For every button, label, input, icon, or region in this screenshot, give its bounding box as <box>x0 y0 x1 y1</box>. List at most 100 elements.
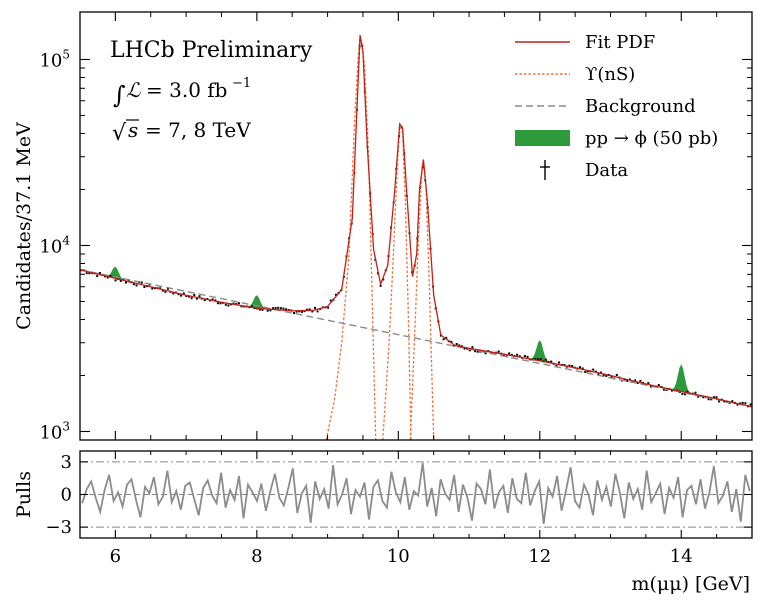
data-point <box>266 309 269 312</box>
data-point <box>98 272 101 274</box>
data-point <box>647 382 650 385</box>
data-point <box>476 350 479 353</box>
x-tick-label: 6 <box>110 546 121 567</box>
data-point <box>180 294 183 297</box>
data-point <box>140 281 143 284</box>
x-tick-label: 10 <box>387 546 410 567</box>
data-point <box>712 396 715 399</box>
data-point <box>272 307 274 310</box>
data-point <box>497 350 500 353</box>
data-point <box>639 379 642 382</box>
data-point <box>211 298 214 301</box>
energy-variable: s <box>128 118 138 142</box>
data-point <box>125 281 127 284</box>
data-point <box>600 371 602 374</box>
data-point <box>516 353 519 356</box>
data-point <box>626 379 629 382</box>
legend-label-signal: pp → ϕ (50 pb) <box>585 128 718 149</box>
data-point <box>539 358 542 361</box>
data-point <box>214 299 217 302</box>
data-point <box>568 364 571 367</box>
data-point <box>295 310 298 313</box>
data-point <box>571 365 574 367</box>
data-point <box>686 390 689 393</box>
data-point <box>143 286 146 288</box>
data-point <box>450 340 453 343</box>
data-point <box>293 312 295 314</box>
data-point <box>749 403 752 406</box>
data-point <box>274 307 277 310</box>
data-point <box>537 358 539 361</box>
data-point <box>526 355 529 358</box>
data-point <box>269 309 272 312</box>
luminosity-exponent: −1 <box>232 76 251 91</box>
data-point <box>610 375 613 378</box>
data-point <box>203 299 206 302</box>
data-point <box>279 307 282 310</box>
data-point <box>534 358 537 361</box>
data-point <box>314 306 316 309</box>
data-point <box>474 350 477 353</box>
luminosity-value: = 3.0 fb <box>146 78 227 102</box>
pulls-axis-ticks: 6 8 10 12 14 −3 0 3 <box>45 451 753 567</box>
data-point <box>736 403 739 406</box>
data-point <box>471 346 474 349</box>
pull-y-tick-label: −3 <box>45 517 72 538</box>
data-point <box>85 272 88 275</box>
data-point <box>442 338 445 341</box>
data-point <box>550 360 553 363</box>
energy-value: = 7, 8 TeV <box>145 118 251 142</box>
data-point <box>167 287 169 290</box>
energy-annotation: √ s = 7, 8 TeV <box>112 118 251 146</box>
data-point <box>615 374 618 376</box>
data-point <box>382 278 385 281</box>
data-point <box>508 352 511 355</box>
data-point <box>518 355 521 358</box>
pull-y-tick-label: 0 <box>61 485 72 506</box>
upsilon-curve <box>409 159 435 441</box>
data-point <box>193 294 196 296</box>
data-point <box>96 274 99 277</box>
data-point <box>335 293 337 296</box>
data-point <box>741 401 744 404</box>
main-plot-frame <box>79 11 753 441</box>
data-point <box>132 283 135 286</box>
data-point <box>327 306 330 309</box>
data-point <box>190 297 193 300</box>
data-point <box>277 306 280 309</box>
x-tick-label: 12 <box>528 546 551 567</box>
data-point <box>227 304 230 307</box>
legend-label-data: Data <box>585 160 628 181</box>
sqrt-symbol: √ <box>112 121 127 146</box>
data-point <box>463 347 466 350</box>
curves <box>79 35 753 441</box>
data-point <box>597 373 600 376</box>
x-axis-title: m(μμ) [GeV] <box>631 573 750 595</box>
data-point <box>240 305 243 308</box>
data-point <box>697 395 700 398</box>
data-point <box>663 388 665 391</box>
luminosity-symbol: ℒ <box>126 78 141 102</box>
pull-y-tick-label: 3 <box>61 452 72 473</box>
data-point <box>216 302 219 305</box>
data-point <box>109 275 112 277</box>
data-point <box>657 384 660 386</box>
data-point <box>122 278 125 281</box>
data-point <box>219 302 222 305</box>
legend-label-fit: Fit PDF <box>585 32 655 53</box>
data-point <box>316 310 319 313</box>
data-point <box>744 402 747 405</box>
data-point <box>702 396 705 399</box>
data-point <box>710 398 713 401</box>
integral-symbol: ∫ <box>113 81 126 109</box>
signal-peak <box>235 295 279 310</box>
data-point <box>161 289 164 292</box>
data-point <box>636 381 639 384</box>
data-point <box>224 303 227 306</box>
data-point <box>329 299 332 302</box>
data-point <box>114 279 117 282</box>
data-point <box>594 370 597 373</box>
y-tick-label: 103 <box>39 419 70 443</box>
data-point <box>232 302 235 305</box>
